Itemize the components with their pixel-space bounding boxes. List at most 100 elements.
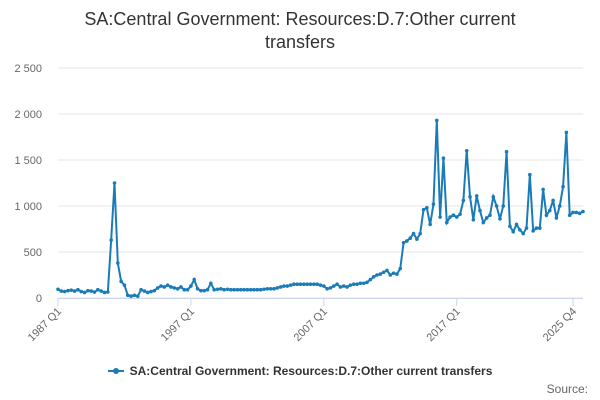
data-point[interactable] [528,172,532,177]
data-point[interactable] [434,118,439,123]
data-point[interactable] [225,287,230,292]
data-point[interactable] [461,198,466,203]
data-point[interactable] [361,281,366,286]
data-point[interactable] [351,282,356,287]
data-point[interactable] [577,211,582,216]
data-point[interactable] [272,287,276,291]
data-point[interactable] [202,288,207,293]
data-point[interactable] [132,293,137,298]
data-point[interactable] [541,187,545,192]
data-point[interactable] [292,282,296,287]
data-point[interactable] [248,287,253,292]
data-point[interactable] [395,272,399,276]
data-point[interactable] [375,273,379,277]
data-point[interactable] [484,216,489,220]
data-point[interactable] [468,195,472,199]
data-point[interactable] [401,241,406,245]
data-point[interactable] [451,213,456,217]
data-point[interactable] [415,237,419,241]
data-point[interactable] [106,290,110,294]
data-point[interactable] [341,284,346,288]
data-point[interactable] [129,294,133,298]
data-point[interactable] [308,282,313,287]
data-point[interactable] [318,283,323,287]
data-point[interactable] [458,212,462,217]
data-point[interactable] [169,285,173,289]
data-point[interactable] [305,282,310,287]
data-point[interactable] [574,210,579,215]
data-point[interactable] [371,275,376,279]
data-point[interactable] [82,290,87,295]
data-point[interactable] [152,288,157,293]
data-point[interactable] [179,285,183,289]
data-point[interactable] [481,220,486,225]
data-point[interactable] [112,181,117,185]
data-point[interactable] [298,282,303,287]
data-point[interactable] [282,284,286,288]
data-point[interactable] [408,236,413,240]
data-point[interactable] [235,287,240,292]
data-point[interactable] [391,271,396,275]
data-point[interactable] [69,288,74,292]
data-point[interactable] [242,287,246,292]
data-point[interactable] [209,281,213,286]
data-point[interactable] [89,289,94,293]
data-point[interactable] [464,149,469,153]
data-point[interactable] [258,287,263,292]
data-point[interactable] [275,286,280,290]
data-point[interactable] [454,215,459,219]
data-point[interactable] [96,287,100,292]
data-point[interactable] [245,287,250,292]
data-point[interactable] [365,280,369,285]
data-point[interactable] [547,208,552,213]
data-point[interactable] [119,279,123,284]
data-point[interactable] [255,287,260,292]
data-point[interactable] [155,286,160,290]
data-point[interactable] [162,285,167,289]
data-point[interactable] [322,284,326,288]
data-point[interactable] [165,283,170,287]
data-point[interactable] [79,289,84,294]
data-point[interactable] [355,282,359,287]
data-point[interactable] [478,208,482,213]
data-point[interactable] [312,282,316,287]
data-point[interactable] [488,213,492,217]
data-point[interactable] [425,206,429,210]
data-point[interactable] [295,282,300,287]
data-point[interactable] [338,285,343,289]
data-point[interactable] [302,282,306,287]
data-point[interactable] [381,270,386,275]
data-point[interactable] [518,228,522,232]
data-point[interactable] [405,239,409,243]
data-point[interactable] [102,290,107,295]
data-point[interactable] [411,231,416,236]
data-point[interactable] [125,293,130,298]
data-point[interactable] [564,130,569,135]
data-point[interactable] [325,287,329,291]
legend[interactable]: SA:Central Government: Resources:D.7:Oth… [60,364,540,378]
data-point[interactable] [76,287,80,292]
data-point[interactable] [538,226,542,230]
data-point[interactable] [86,288,90,293]
data-point[interactable] [448,215,452,219]
data-point[interactable] [524,226,529,230]
data-point[interactable] [494,204,499,208]
data-point[interactable] [185,287,190,292]
data-point[interactable] [92,290,97,294]
data-point[interactable] [498,217,502,221]
data-point[interactable] [56,287,60,292]
data-point[interactable] [199,288,203,293]
data-point[interactable] [66,288,70,293]
data-point[interactable] [212,287,216,292]
data-point[interactable] [205,287,210,292]
data-point[interactable] [172,286,177,290]
data-point[interactable] [471,218,476,222]
data-point[interactable] [418,231,422,236]
data-point[interactable] [474,194,479,198]
data-point[interactable] [504,149,509,154]
data-point[interactable] [265,287,270,291]
data-point[interactable] [149,289,153,294]
data-point[interactable] [428,222,432,227]
data-point[interactable] [491,195,496,199]
data-point[interactable] [328,286,333,290]
